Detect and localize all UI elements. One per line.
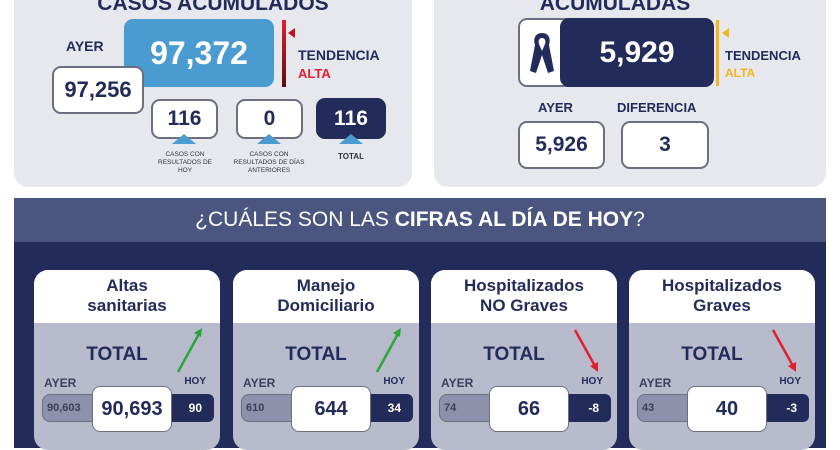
cases-today-value: 116 [151, 99, 218, 139]
cases-trend-label: TENDENCIA [298, 47, 380, 63]
stat-card: Manejo Domiciliario TOTAL AYER HOY 610 34… [233, 270, 419, 450]
card-title-line1: Manejo [296, 276, 356, 295]
pointer-icon [257, 134, 281, 144]
total-value: 66 [489, 386, 569, 432]
ribbon-icon [530, 33, 554, 73]
stat-card: Altas sanitarias TOTAL AYER HOY 90,603 90… [34, 270, 220, 450]
ayer-label: AYER [44, 376, 77, 390]
trend-arrow-icon [573, 329, 598, 372]
pointer-icon [172, 134, 196, 144]
trend-arrow-icon [176, 328, 202, 373]
ayer-label: AYER [639, 376, 672, 390]
cases-today-caption: CASOS CON RESULTADOS DE HOY [158, 151, 212, 174]
trend-bar [716, 20, 719, 86]
cases-ayer-label: AYER [66, 38, 104, 54]
total-label: TOTAL [681, 344, 743, 365]
card-title-line1: Hospitalizados [464, 276, 584, 295]
total-value: 90,693 [92, 386, 172, 432]
card-title-line2: sanitarias [87, 296, 167, 315]
ayer-label: AYER [243, 376, 276, 390]
total-label: TOTAL [285, 344, 347, 365]
total-value: 644 [291, 386, 371, 432]
card-title: Manejo Domiciliario [233, 270, 419, 323]
today-title-post: ? [633, 208, 645, 231]
total-label: TOTAL [483, 344, 545, 365]
trend-arrow-icon [375, 328, 401, 373]
card-title: Hospitalizados NO Graves [431, 270, 617, 323]
cases-ayer-value: 97,256 [52, 66, 144, 114]
hoy-label: HOY [184, 376, 206, 387]
stat-card: Hospitalizados NO Graves TOTAL AYER HOY 7… [431, 270, 617, 450]
trend-arrow-icon [771, 329, 796, 372]
card-title-line1: Altas [106, 276, 148, 295]
trend-marker-icon [722, 28, 729, 38]
trend-marker-icon [288, 28, 295, 38]
cases-previous-caption: CASOS CON RESULTADOS DE DÍAS ANTERIORES [233, 151, 305, 174]
card-title-line2: NO Graves [480, 296, 568, 315]
today-title-bold: CIFRAS AL DÍA DE HOY [394, 208, 634, 231]
card-title: Altas sanitarias [34, 270, 220, 323]
cases-trend-value: ALTA [298, 66, 331, 81]
cases-total: 97,372 [124, 19, 274, 87]
deaths-trend-label: TENDENCIA [725, 48, 801, 63]
deaths-ayer-value: 5,926 [518, 121, 605, 169]
trend-bar [282, 20, 286, 87]
hoy-label: HOY [779, 376, 801, 387]
deaths-title: ACUMULADAS [539, 0, 691, 15]
deaths-ayer-label: AYER [538, 100, 573, 115]
cases-title: CASOS ACUMULADOS [97, 0, 329, 15]
total-value: 40 [687, 386, 767, 432]
deaths-trend-value: ALTA [725, 66, 756, 80]
total-label: TOTAL [86, 344, 148, 365]
hoy-value: 90 [164, 394, 214, 422]
pointer-icon [339, 134, 363, 144]
hoy-value: 34 [363, 394, 413, 422]
hoy-label: HOY [581, 376, 603, 387]
card-title-line1: Hospitalizados [662, 276, 782, 295]
stat-card: Hospitalizados Graves TOTAL AYER HOY 43 -… [629, 270, 815, 450]
today-title-pre: ¿CUÁLES SON LAS [195, 208, 395, 231]
deaths-diff-label: DIFERENCIA [617, 100, 697, 115]
ayer-label: AYER [441, 376, 474, 390]
card-title: Hospitalizados Graves [629, 270, 815, 323]
cases-sum-value: 116 [316, 98, 386, 139]
card-title-line2: Domiciliario [277, 296, 375, 315]
hoy-value: -8 [561, 394, 611, 422]
hoy-value: -3 [759, 394, 809, 422]
cases-previous-value: 0 [236, 99, 303, 139]
cases-sum-caption: TOTAL [338, 152, 364, 161]
deaths-total: 5,929 [560, 18, 714, 87]
deaths-diff-value: 3 [621, 121, 709, 169]
today-header: ¿CUÁLES SON LAS CIFRAS AL DÍA DE HOY? [14, 198, 826, 242]
hoy-label: HOY [383, 376, 405, 387]
card-title-line2: Graves [693, 296, 751, 315]
